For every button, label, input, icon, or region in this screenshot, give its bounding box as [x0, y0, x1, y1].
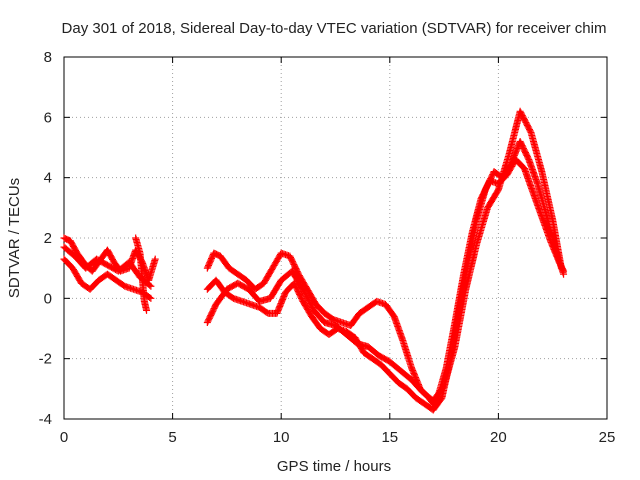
- data-point: [560, 270, 568, 278]
- y-tick-label: 8: [44, 49, 52, 66]
- grid-lines: [64, 57, 607, 419]
- x-tick-label: 0: [60, 429, 68, 446]
- y-tick-label: -4: [39, 411, 52, 428]
- plot-frame: [63, 56, 608, 420]
- y-tick-label: 2: [44, 230, 52, 247]
- data-point: [146, 281, 154, 289]
- y-tick-label: 0: [44, 290, 52, 307]
- data-point: [146, 293, 154, 301]
- y-axis-label: SDTVAR / TECUs: [6, 178, 23, 298]
- series-6: [203, 137, 568, 414]
- x-axis-label: GPS time / hours: [277, 458, 391, 475]
- x-tick-label: 15: [381, 429, 398, 446]
- data-point: [147, 282, 155, 290]
- series-2: [60, 255, 155, 302]
- x-tick-label: 20: [490, 429, 507, 446]
- y-tick-label: 6: [44, 109, 52, 126]
- data-point: [147, 294, 155, 302]
- chart-title: Day 301 of 2018, Sidereal Day-to-day VTE…: [62, 20, 607, 37]
- y-tick-label: 4: [44, 170, 52, 187]
- data-point: [143, 306, 151, 314]
- x-tick-label: 10: [273, 429, 290, 446]
- y-tick-label: -2: [39, 351, 52, 368]
- data-point: [151, 255, 159, 263]
- data-points: [60, 107, 568, 414]
- series-3: [60, 243, 155, 290]
- series-4: [132, 234, 151, 314]
- axis-ticks: 0 5 10 15 20 25 -4 -2 0 2 4 6 8: [39, 49, 616, 446]
- x-tick-label: 5: [168, 429, 176, 446]
- series-7: [203, 107, 565, 405]
- x-tick-label: 25: [599, 429, 616, 446]
- data-point: [557, 264, 565, 272]
